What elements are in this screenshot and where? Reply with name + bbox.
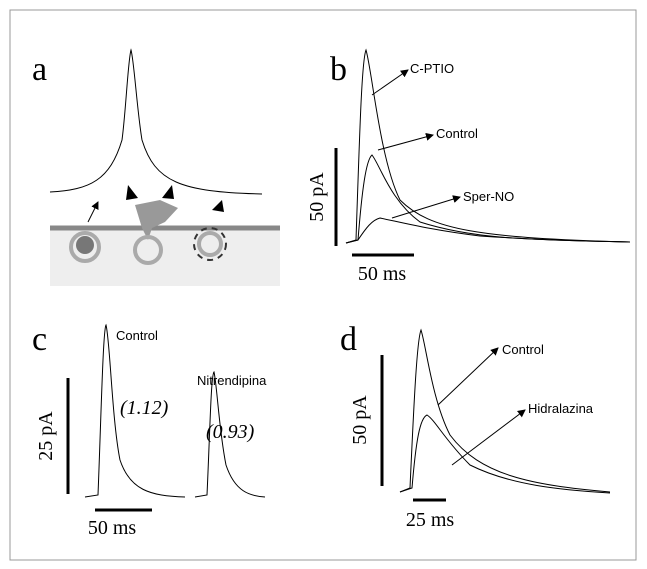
vesicle xyxy=(69,231,101,263)
panel-a: a xyxy=(32,48,280,286)
vesicle-ring xyxy=(193,227,227,261)
trace-nitrendipina xyxy=(194,370,266,498)
scale-x-label: 25 ms xyxy=(406,509,455,531)
arrow xyxy=(371,69,409,96)
panel-label: a xyxy=(32,51,47,88)
trace-cptio xyxy=(345,48,631,244)
trace xyxy=(49,48,263,195)
scale-y-label: 25 pA xyxy=(35,411,57,461)
vesicle xyxy=(133,235,163,265)
arrow xyxy=(377,132,434,151)
trace-label: C-PTIO xyxy=(410,61,454,76)
trace-label: Nitrendipina xyxy=(197,373,267,388)
trace-label: Sper-NO xyxy=(463,189,514,204)
trace-label: Control xyxy=(502,342,544,357)
ratio: (1.12) xyxy=(120,397,169,419)
arrow xyxy=(437,347,499,406)
arrow xyxy=(391,195,461,219)
scale-x-label: 50 ms xyxy=(358,263,407,285)
trace-sperno xyxy=(345,217,631,244)
panel-label: d xyxy=(340,321,357,358)
trace-label: Hidralazina xyxy=(528,401,594,416)
frame xyxy=(9,9,637,561)
panel-b: b 50 pA 50 ms C-PTIO Control Sper-NO xyxy=(306,48,631,285)
trace-label: Control xyxy=(116,328,158,343)
ratio: (0.93) xyxy=(206,421,255,443)
arrow xyxy=(451,409,526,466)
panel-d: d 50 pA 25 ms Control Hidralazina xyxy=(340,321,611,531)
scale-y-label: 50 pA xyxy=(349,395,371,445)
vesicle xyxy=(197,231,223,257)
trace-label: Control xyxy=(436,126,478,141)
panel-label: b xyxy=(330,51,347,88)
arrowheads xyxy=(126,185,224,212)
trace-hidralazina xyxy=(399,414,611,494)
arrow xyxy=(87,201,99,223)
panel-c: c 25 pA 50 ms Control Nitrendipina (1.12… xyxy=(32,321,267,539)
panel-label: c xyxy=(32,321,47,358)
fusion xyxy=(135,200,178,240)
trace-control xyxy=(399,328,611,493)
vesicle-core xyxy=(76,236,94,254)
trace-control xyxy=(84,323,186,498)
scale-y-label: 50 pA xyxy=(306,172,328,222)
scale-x-label: 50 ms xyxy=(88,517,137,539)
